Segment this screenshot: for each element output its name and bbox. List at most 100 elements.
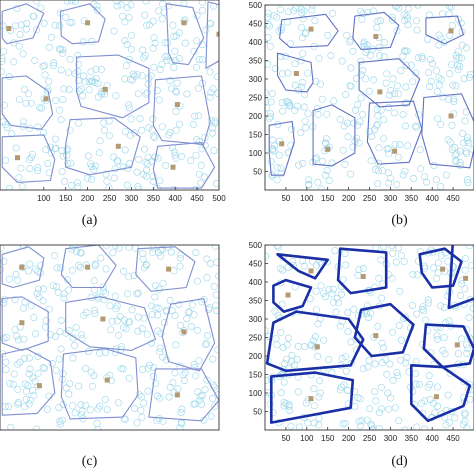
- sensor-point: [370, 76, 378, 84]
- sensor-point: [393, 180, 401, 188]
- sensor-point: [420, 307, 428, 315]
- y-tick-label: 400: [249, 38, 263, 47]
- sensor-point: [93, 419, 101, 427]
- sensor-point: [284, 334, 292, 342]
- cluster-head-marker: [314, 344, 320, 350]
- sensor-point: [0, 47, 8, 55]
- sensor-point: [332, 308, 340, 316]
- sensor-point: [299, 50, 307, 58]
- sensor-point: [175, 300, 183, 308]
- subplot-caption: (a): [82, 213, 98, 228]
- sensor-point: [75, 60, 83, 68]
- sensor-point: [384, 145, 392, 153]
- sensor-point: [375, 274, 383, 282]
- sensor-point: [447, 5, 455, 11]
- sensor-point: [391, 404, 399, 412]
- y-tick-label: 450: [249, 20, 263, 29]
- cluster-head-marker: [285, 292, 291, 298]
- sensor-point: [437, 183, 445, 190]
- sensor-point: [153, 87, 161, 95]
- sensor-point: [314, 105, 322, 113]
- sensor-point: [465, 313, 473, 321]
- sensor-point: [267, 98, 275, 106]
- sensor-point: [144, 80, 152, 88]
- sensor-point: [86, 406, 94, 414]
- sensor-point: [94, 295, 102, 303]
- sensor-point: [401, 167, 409, 175]
- sensor-point: [419, 303, 427, 311]
- sensor-point: [140, 264, 148, 272]
- sensor-point: [401, 313, 409, 321]
- sensor-point: [52, 96, 60, 104]
- sensor-point: [123, 181, 131, 189]
- sensor-point: [459, 139, 467, 147]
- sensor-point: [395, 417, 403, 425]
- y-tick-label: 500: [249, 1, 263, 10]
- sensor-point: [152, 304, 160, 312]
- sensor-point: [266, 110, 274, 118]
- sensor-point: [77, 401, 85, 409]
- sensor-point: [169, 379, 177, 387]
- sensor-point: [43, 405, 51, 413]
- axes-frame: [0, 0, 220, 191]
- sensor-point: [93, 6, 101, 14]
- sensor-point: [300, 262, 308, 270]
- sensor-point: [177, 420, 185, 428]
- sensor-point: [0, 334, 8, 342]
- sensor-point: [374, 17, 382, 25]
- sensor-point: [41, 364, 49, 372]
- x-tick-label: 300: [384, 194, 398, 203]
- x-tick-label: 150: [321, 434, 335, 443]
- sensor-point: [351, 106, 359, 114]
- sensor-point: [288, 357, 296, 365]
- sensor-point: [79, 38, 87, 46]
- sensor-point: [291, 106, 299, 114]
- sensor-point: [404, 5, 412, 13]
- sensor-point: [384, 169, 392, 177]
- sensor-point: [319, 157, 327, 165]
- sensor-point: [24, 267, 32, 275]
- sensor-point: [192, 63, 200, 71]
- sensor-point: [29, 12, 37, 20]
- sensor-point: [39, 285, 47, 293]
- sensor-point: [287, 422, 295, 430]
- sensor-point: [426, 83, 434, 91]
- sensor-point: [207, 412, 215, 420]
- sensor-point: [393, 82, 401, 90]
- sensor-point: [377, 405, 385, 413]
- sensor-point: [377, 17, 385, 25]
- sensor-point: [450, 98, 458, 106]
- sensor-point: [112, 245, 119, 250]
- sensor-point: [163, 56, 171, 64]
- sensor-point: [19, 304, 27, 312]
- sensor-point: [20, 245, 28, 250]
- sensor-point: [321, 171, 329, 179]
- sensor-point: [55, 404, 63, 412]
- sensor-point: [59, 46, 67, 54]
- sensor-point: [81, 401, 89, 409]
- sensor-point: [141, 11, 149, 19]
- sensor-point: [14, 360, 22, 368]
- sensor-point: [434, 115, 442, 123]
- sensor-point: [97, 65, 105, 73]
- y-tick-label: 150: [249, 371, 263, 380]
- sensor-point: [347, 64, 355, 72]
- sensor-point: [192, 372, 200, 380]
- sensor-point: [300, 103, 308, 111]
- sensor-point: [75, 382, 83, 390]
- sensor-point: [31, 265, 39, 273]
- sensor-point: [34, 167, 42, 175]
- sensor-point: [167, 248, 175, 256]
- sensor-point: [312, 261, 320, 269]
- sensor-point: [342, 91, 350, 99]
- sensor-point: [314, 320, 322, 328]
- sensor-point: [58, 416, 66, 424]
- sensor-point: [296, 423, 303, 430]
- sensor-point: [426, 56, 434, 64]
- sensor-point: [461, 409, 469, 417]
- sensor-point: [116, 313, 124, 321]
- cluster-head-marker: [279, 141, 285, 147]
- sensor-point: [114, 157, 122, 165]
- x-tick-label: 450: [190, 194, 204, 203]
- sensor-point: [30, 391, 38, 399]
